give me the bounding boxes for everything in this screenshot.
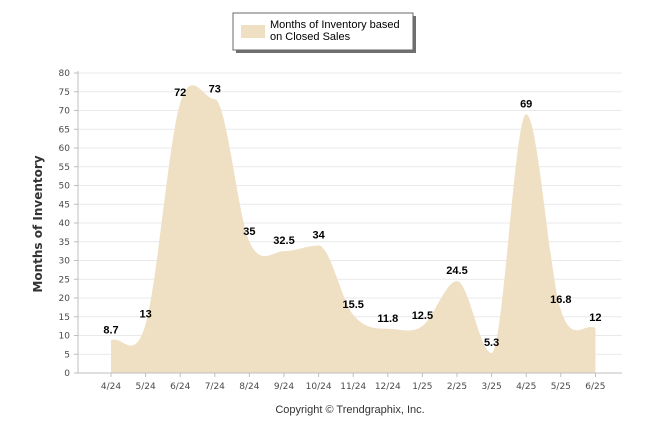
data-label: 12.5	[412, 310, 433, 322]
data-label: 35	[243, 226, 255, 238]
data-label: 8.7	[103, 324, 118, 336]
data-label: 32.5	[273, 235, 294, 247]
x-tick-label: 11/24	[340, 382, 366, 392]
y-tick-label: 60	[59, 144, 71, 154]
y-axis-ticks: 0 5 10 15 20 25 30 35 40 45 50 55 60 65 70 75 80	[59, 69, 78, 379]
y-tick-label: 0	[64, 369, 70, 379]
x-axis-ticks: 4/24 5/24 6/24 7/24 8/24 9/24 10/24 11/24 12/24 1…	[101, 373, 606, 392]
y-tick-label: 10	[59, 332, 71, 342]
axes	[77, 71, 622, 374]
series-area	[111, 85, 596, 373]
x-tick-label: 12/24	[375, 382, 401, 392]
data-label: 12	[589, 312, 601, 324]
x-tick-label: 1/25	[412, 382, 432, 392]
data-label: 34	[312, 230, 325, 242]
y-tick-label: 55	[59, 163, 70, 173]
data-label: 13	[139, 308, 151, 320]
x-tick-label: 8/24	[239, 382, 259, 392]
data-label: 73	[209, 83, 221, 95]
y-tick-label: 40	[59, 219, 71, 229]
x-tick-label: 9/24	[274, 382, 294, 392]
data-labels: 8.7 13 72 73 35 32.5 34 15.5 11.8 12.5 24.5 5.3 69 16…	[103, 83, 601, 349]
x-tick-label: 5/24	[135, 382, 155, 392]
y-tick-label: 65	[59, 125, 70, 135]
x-tick-label: 7/24	[205, 382, 225, 392]
data-label: 5.3	[484, 337, 499, 349]
y-tick-label: 5	[64, 350, 70, 360]
data-label: 15.5	[342, 299, 363, 311]
y-tick-label: 15	[59, 313, 70, 323]
legend-text-line2: on Closed Sales	[270, 31, 351, 43]
y-tick-label: 70	[59, 107, 71, 117]
data-label: 69	[520, 98, 532, 110]
x-tick-label: 10/24	[306, 382, 332, 392]
area-series-months-of-inventory	[111, 85, 596, 373]
legend-text-line1: Months of Inventory based	[270, 19, 400, 31]
y-tick-label: 80	[59, 69, 71, 79]
data-label: 72	[174, 87, 186, 99]
data-label: 16.8	[550, 294, 571, 306]
copyright-text: Copyright © Trendgraphix, Inc.	[275, 404, 424, 416]
y-tick-label: 25	[59, 275, 70, 285]
x-tick-label: 4/25	[516, 382, 536, 392]
x-tick-label: 3/25	[481, 382, 501, 392]
legend: Months of Inventory based on Closed Sale…	[232, 12, 416, 53]
y-tick-label: 30	[59, 257, 71, 267]
x-tick-label: 2/25	[447, 382, 467, 392]
y-axis-title: Months of Inventory	[31, 155, 45, 292]
legend-swatch	[241, 25, 265, 38]
x-tick-label: 6/25	[585, 382, 605, 392]
y-tick-label: 20	[59, 294, 71, 304]
x-tick-label: 5/25	[551, 382, 571, 392]
data-label: 24.5	[446, 265, 467, 277]
y-tick-label: 75	[59, 88, 70, 98]
data-label: 11.8	[377, 313, 398, 325]
y-tick-label: 35	[59, 238, 70, 248]
x-tick-label: 6/24	[170, 382, 190, 392]
y-tick-label: 50	[59, 182, 71, 192]
y-tick-label: 45	[59, 200, 70, 210]
x-tick-label: 4/24	[101, 382, 121, 392]
